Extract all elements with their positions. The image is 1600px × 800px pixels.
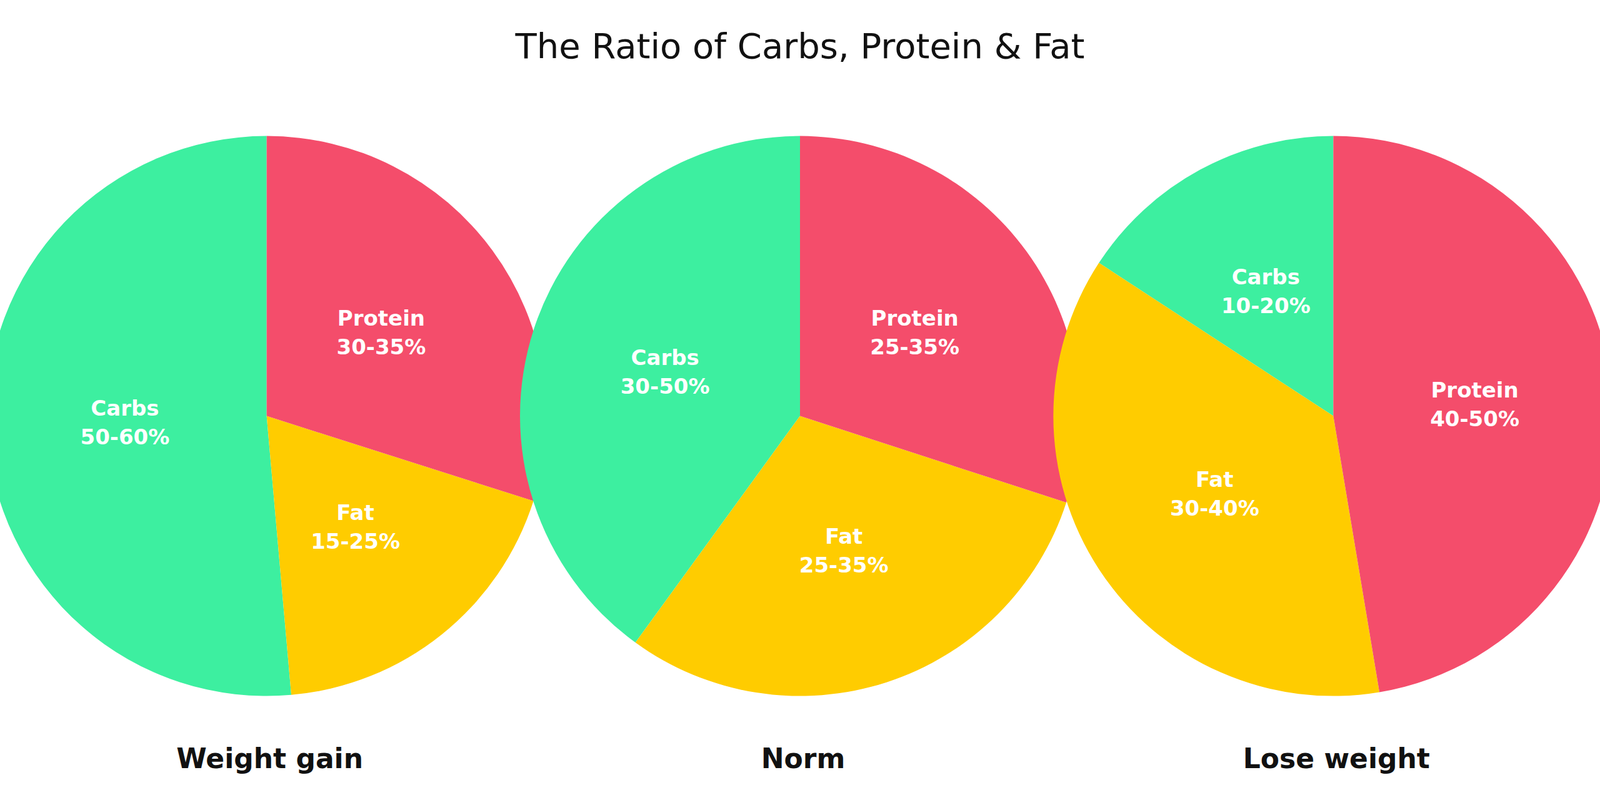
svg-text:Weight gain: Weight gain [176,742,364,775]
svg-text:30-35%: 30-35% [336,334,427,360]
svg-text:Protein: Protein [337,305,425,331]
svg-text:Protein: Protein [1430,377,1519,403]
svg-text:30-40%: 30-40% [1170,495,1260,521]
svg-text:25-35%: 25-35% [799,552,889,578]
svg-text:Carbs: Carbs [1231,264,1300,290]
svg-text:25-35%: 25-35% [870,334,960,360]
svg-text:15-25%: 15-25% [310,528,400,554]
svg-text:Fat: Fat [336,500,374,525]
svg-text:30-50%: 30-50% [620,373,710,399]
svg-text:Fat: Fat [1195,466,1234,492]
svg-text:10-20%: 10-20% [1221,293,1311,319]
svg-text:Protein: Protein [871,305,959,331]
svg-text:Norm: Norm [761,742,846,775]
svg-text:Lose weight: Lose weight [1243,742,1430,775]
svg-text:50-60%: 50-60% [80,424,170,450]
svg-text:40-50%: 40-50% [1430,406,1520,432]
svg-text:The Ratio of Carbs, Protein &: The Ratio of Carbs, Protein & Fat [515,25,1085,67]
svg-text:Carbs: Carbs [630,345,699,370]
svg-text:Fat: Fat [825,523,863,549]
svg-text:Carbs: Carbs [90,395,159,421]
